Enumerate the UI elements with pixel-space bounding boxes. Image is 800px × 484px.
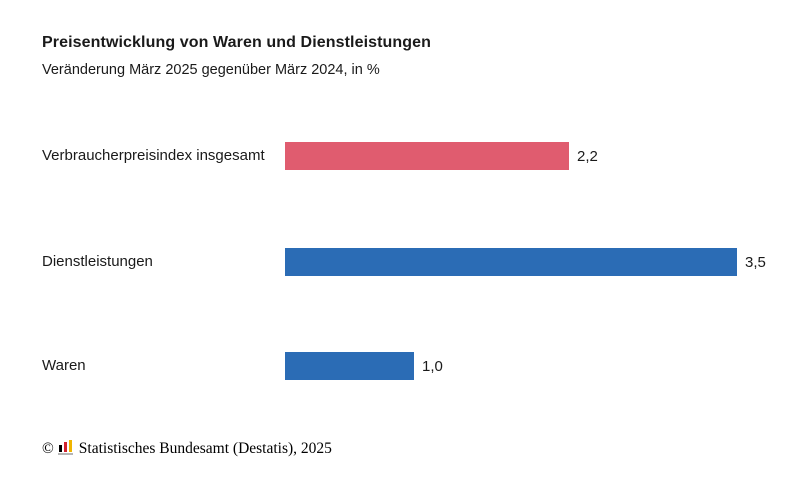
source-line: © Statistisches Bundesamt (Destatis), 20… <box>42 440 332 458</box>
chart-row-waren: Waren 1,0 <box>42 352 800 380</box>
logo-bar-gold <box>68 440 72 452</box>
category-label: Verbraucherpreisindex insgesamt <box>42 147 265 164</box>
value-label: 3,5 <box>745 253 766 271</box>
destatis-logo-icon <box>57 440 74 455</box>
value-label: 2,2 <box>577 147 598 165</box>
chart-title: Preisentwicklung von Waren und Dienstlei… <box>42 34 432 51</box>
bar-verbraucherpreisindex <box>285 142 569 170</box>
bar-waren <box>285 352 414 380</box>
copyright-symbol: © <box>42 440 54 457</box>
logo-baseline <box>57 453 73 455</box>
category-label: Dienstleistungen <box>42 253 153 270</box>
chart-subtitle: Veränderung März 2025 gegenüber März 202… <box>42 62 380 78</box>
chart-row-dienstleistungen: Dienstleistungen 3,5 <box>42 248 800 276</box>
chart-row-verbraucherpreisindex: Verbraucherpreisindex insgesamt 2,2 <box>42 142 800 170</box>
logo-bar-black <box>58 445 62 452</box>
value-label: 1,0 <box>422 357 443 375</box>
source-text: Statistisches Bundesamt (Destatis), 2025 <box>78 440 332 457</box>
bar-dienstleistungen <box>285 248 737 276</box>
category-label: Waren <box>42 357 86 374</box>
logo-bar-red <box>63 442 67 452</box>
